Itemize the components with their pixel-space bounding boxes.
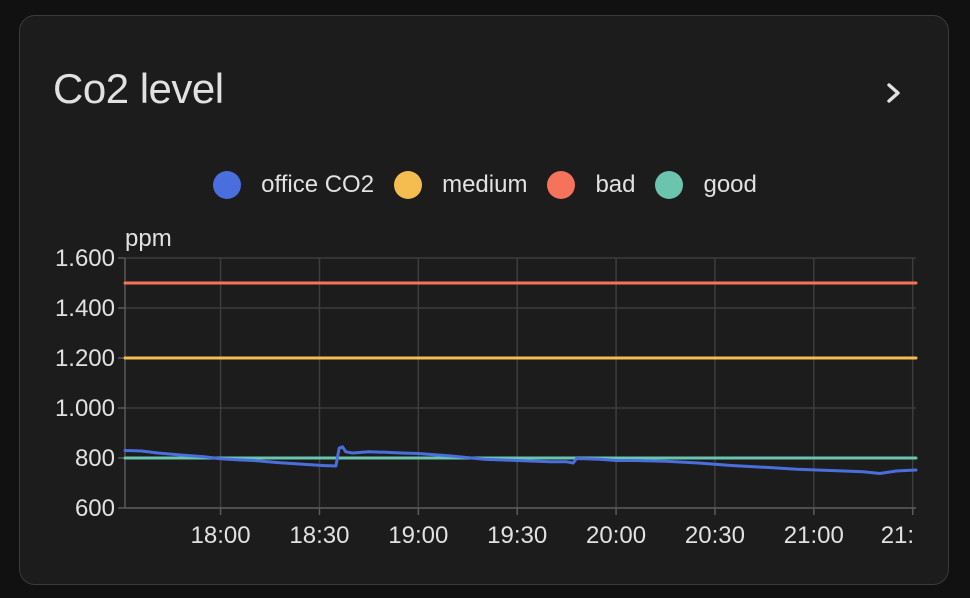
legend-swatch: [394, 171, 423, 199]
y-axis-label: ppm: [125, 225, 172, 252]
y-tick-label: 1.000: [55, 395, 115, 422]
x-tick-label: 19:00: [388, 522, 448, 549]
chevron-right-icon: [887, 83, 900, 103]
legend-label: office CO2: [261, 171, 375, 198]
co2-line-chart: 1.600 1.400 1.200 1.000 800 600 18:00 18:30 19:…: [55, 225, 918, 549]
legend-label: medium: [442, 171, 528, 198]
chart-series: [123, 281, 918, 475]
x-tick-label: 21:00: [784, 522, 844, 549]
y-tick-label: 800: [75, 445, 115, 472]
more-info-button[interactable]: [872, 71, 916, 115]
legend-item-bad[interactable]: bad: [547, 171, 635, 199]
history-graph-card: Co2 level office CO2 medium bad good 1.6…: [19, 15, 949, 585]
legend-item-good[interactable]: good: [655, 171, 757, 199]
legend-item-medium[interactable]: medium: [394, 171, 527, 199]
y-tick-label: 1.200: [55, 345, 115, 372]
x-tick-label: 18:00: [191, 522, 251, 549]
legend-swatch: [213, 171, 242, 199]
chart-legend: office CO2 medium bad good: [20, 171, 950, 199]
legend-swatch: [547, 171, 576, 199]
card-title: Co2 level: [53, 65, 224, 112]
legend-label: good: [703, 171, 757, 198]
x-tick-label: 20:00: [586, 522, 646, 549]
y-tick-label: 1.400: [55, 295, 115, 322]
x-axis: 18:00 18:30 19:00 19:30 20:00 20:30 21:00 21:: [191, 522, 915, 549]
x-tick-label: 19:30: [487, 522, 547, 549]
series-line-office-co2[interactable]: [123, 445, 918, 475]
y-tick-label: 600: [75, 495, 115, 522]
x-tick-label: 20:30: [685, 522, 745, 549]
legend-label: bad: [595, 171, 636, 198]
chart-grid: [118, 257, 916, 515]
x-tick-label: 21:: [881, 522, 914, 549]
y-tick-label: 1.600: [55, 245, 115, 272]
y-axis: 1.600 1.400 1.200 1.000 800 600: [55, 245, 115, 522]
legend-item-office-co2[interactable]: office CO2: [213, 171, 374, 199]
x-tick-label: 18:30: [289, 522, 349, 549]
legend-swatch: [655, 171, 684, 199]
